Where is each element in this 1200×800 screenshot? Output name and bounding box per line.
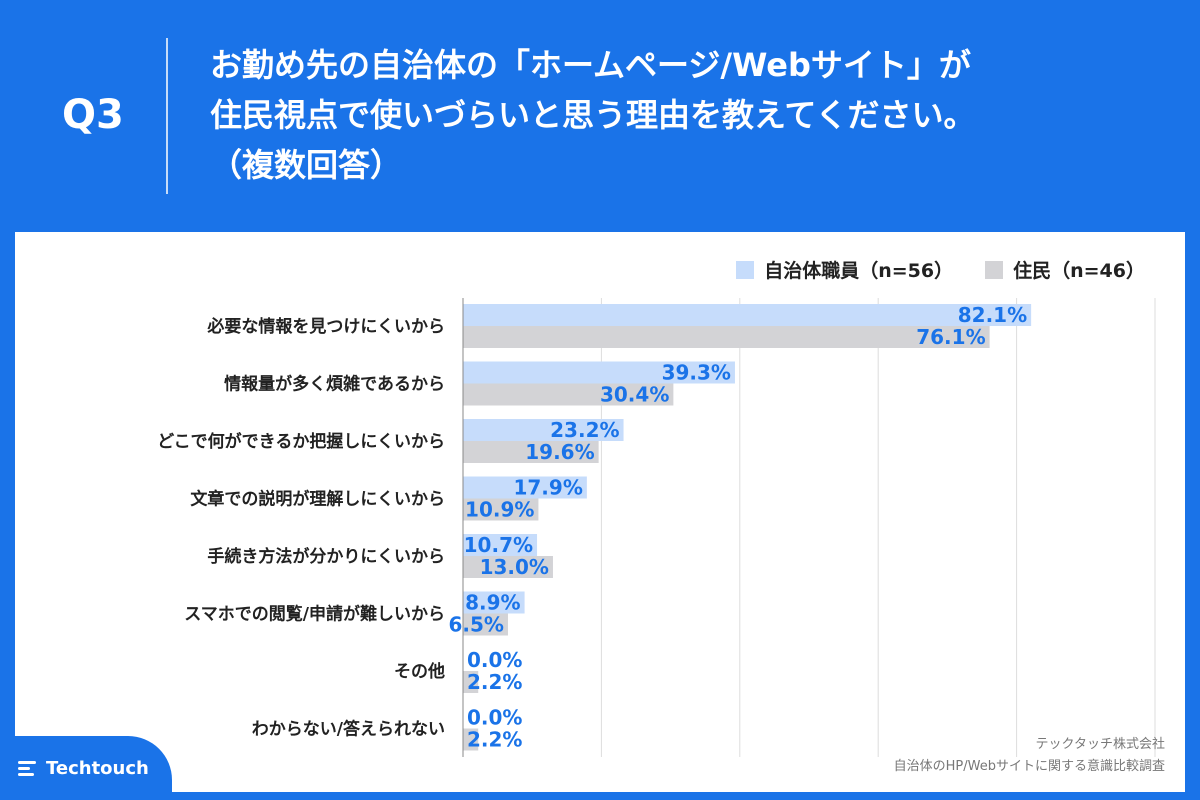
legend: 自治体職員（n=56） 住民（n=46） — [736, 256, 1145, 283]
question-title-line-2: 住民視点で使いづらいと思う理由を教えてください。 — [210, 96, 976, 134]
data-label: 23.2% — [550, 418, 619, 442]
data-label: 8.9% — [465, 591, 520, 615]
data-label: 10.7% — [464, 533, 533, 557]
techtouch-logo-icon — [18, 758, 40, 779]
bar — [463, 476, 587, 499]
category-label: 文章での説明が理解しにくいから — [190, 489, 445, 510]
legend-item-staff: 自治体職員（n=56） — [736, 256, 953, 283]
legend-label-residents: 住民（n=46） — [1013, 260, 1145, 282]
category-label: 必要な情報を見つけにくいから — [206, 316, 445, 337]
bar — [463, 383, 674, 406]
category-label: その他 — [394, 661, 445, 682]
bar — [463, 419, 624, 441]
category-label: どこで何ができるか把握しにくいから — [157, 431, 445, 452]
legend-label-staff: 自治体職員（n=56） — [764, 260, 954, 282]
data-label: 6.5% — [449, 613, 504, 637]
question-title-line-1: お勤め先の自治体の「ホームページ/Webサイト」が — [210, 46, 971, 84]
data-label: 10.9% — [465, 498, 534, 522]
data-label: 19.6% — [525, 440, 594, 464]
question-number: Q3 — [62, 92, 124, 138]
bar — [463, 498, 539, 521]
category-label: スマホでの閲覧/申請が難しいから — [184, 604, 445, 625]
legend-swatch-residents — [985, 260, 1004, 279]
bar — [463, 556, 553, 578]
bar — [463, 441, 599, 463]
category-label: 手続き方法が分かりにくいから — [207, 546, 445, 567]
data-label: 0.0% — [467, 648, 522, 672]
bar — [463, 591, 525, 614]
question-title: お勤め先の自治体の「ホームページ/Webサイト」が 住民視点で使いづらいと思う理… — [210, 40, 1170, 190]
bar — [463, 613, 508, 636]
legend-swatch-staff — [736, 260, 755, 279]
footnote: テックタッチ株式会社 自治体のHP/Webサイトに関する意識比較調査 — [894, 734, 1165, 778]
bar-chart: 必要な情報を見つけにくいから 82.1%76.1% 情報量が多く煩雑であるから 39.… — [157, 298, 1156, 757]
category-label: わからない/答えられない — [252, 719, 445, 740]
bar — [463, 326, 990, 348]
header-divider — [166, 38, 168, 194]
data-label: 2.2% — [467, 670, 522, 694]
data-label: 39.3% — [662, 361, 731, 385]
survey-name: 自治体のHP/Webサイトに関する意識比較調査 — [893, 759, 1165, 774]
data-label: 13.0% — [480, 555, 549, 579]
category-label: 情報量が多く煩雑であるから — [224, 374, 445, 395]
bar — [463, 361, 735, 384]
data-label: 17.9% — [513, 476, 582, 500]
data-label: 2.2% — [467, 728, 522, 752]
data-label: 30.4% — [600, 383, 669, 407]
data-label: 0.0% — [467, 706, 522, 730]
bar — [463, 304, 1032, 326]
company-name: テックタッチ株式会社 — [1035, 737, 1165, 752]
data-label: 76.1% — [916, 325, 985, 349]
legend-item-residents: 住民（n=46） — [985, 256, 1145, 283]
question-title-line-3: （複数回答） — [210, 146, 403, 184]
data-label: 82.1% — [958, 303, 1027, 327]
brand-logo: Techtouch — [0, 736, 172, 800]
bar — [463, 534, 538, 556]
header: Q3 お勤め先の自治体の「ホームページ/Webサイト」が 住民視点で使いづらいと… — [0, 0, 1200, 232]
bar — [463, 671, 479, 693]
brand-name: Techtouch — [46, 757, 149, 779]
bar — [463, 728, 479, 751]
chart-panel: 必要な情報を見つけにくいから 82.1% 76.1% 情報量が多く煩雑であるから 39.… — [15, 232, 1185, 792]
